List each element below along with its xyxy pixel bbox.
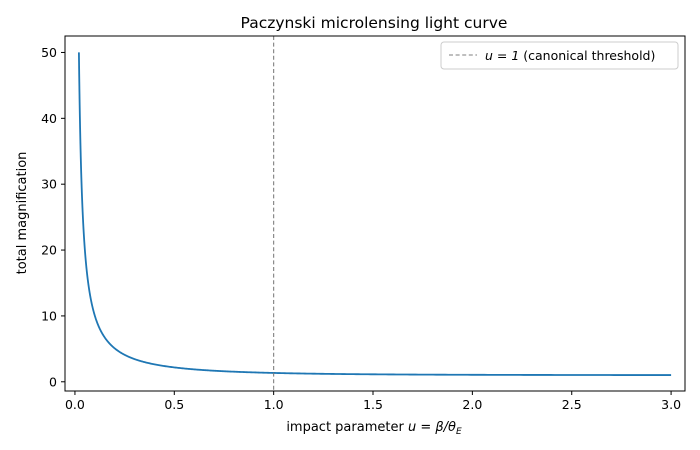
chart-title: Paczynski microlensing light curve <box>241 14 508 32</box>
y-tick-label: 30 <box>41 177 57 192</box>
x-axis-label-prefix: impact parameter <box>286 420 408 435</box>
y-tick-label: 0 <box>49 374 57 389</box>
y-tick-label: 20 <box>41 243 57 258</box>
x-tick-label: 1.5 <box>363 397 383 412</box>
x-axis-ticks: 0.0 0.5 1.0 1.5 2.0 2.5 3.0 <box>65 391 681 412</box>
x-axis-label-math: u = β/θ <box>408 420 456 435</box>
y-axis-ticks: 0 10 20 30 40 50 <box>41 45 65 389</box>
legend: u = 1 (canonical threshold) <box>440 41 679 70</box>
y-axis-label: total magnification <box>15 152 30 275</box>
x-tick-label: 3.0 <box>661 397 681 412</box>
legend-threshold-math: u = 1 <box>485 48 519 63</box>
x-tick-label: 0.5 <box>164 397 184 412</box>
x-axis-label: impact parameter u = β/θE <box>286 420 462 437</box>
legend-threshold-label: u = 1 (canonical threshold) <box>485 48 655 63</box>
y-tick-label: 50 <box>41 45 57 60</box>
y-tick-label: 10 <box>41 308 57 323</box>
magnification-curve <box>78 52 672 376</box>
y-tick-label: 40 <box>41 111 57 126</box>
x-tick-label: 0.0 <box>65 397 85 412</box>
legend-box <box>440 41 679 70</box>
x-tick-label: 1.0 <box>264 397 284 412</box>
x-tick-label: 2.0 <box>462 397 482 412</box>
x-tick-label: 2.5 <box>562 397 582 412</box>
x-axis-label-subscript: E <box>456 427 462 437</box>
plot-frame <box>64 35 686 392</box>
plot-area <box>78 36 672 391</box>
legend-threshold-text: (canonical threshold) <box>519 48 655 63</box>
